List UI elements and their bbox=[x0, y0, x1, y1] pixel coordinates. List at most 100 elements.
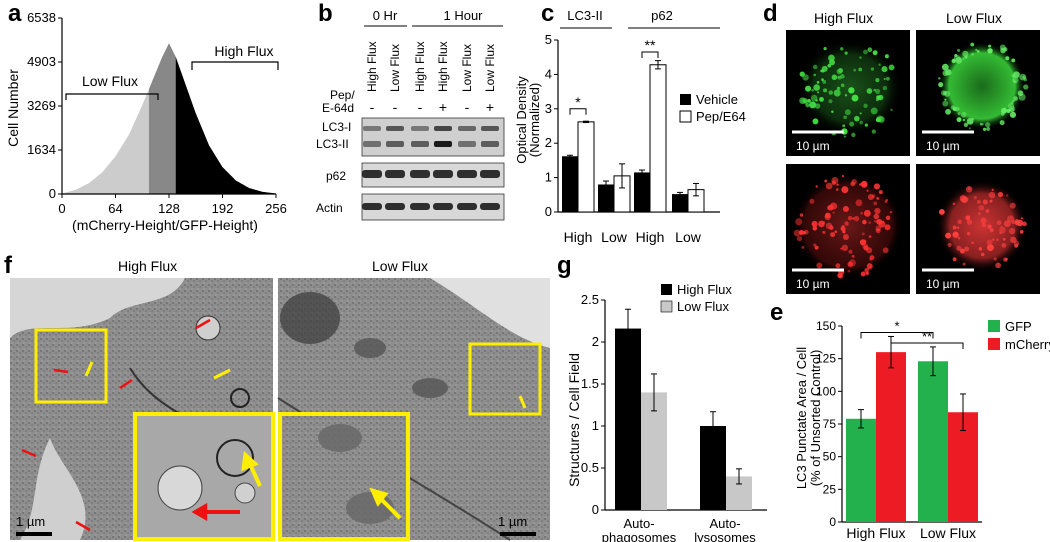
y-tick-label: 0 bbox=[592, 502, 599, 517]
x-tick-label: 256 bbox=[265, 201, 287, 216]
col-label-high-flux: High Flux bbox=[814, 10, 874, 26]
panel-d-micrographs: 10 µm 10 µm 10 µm 10 µm bbox=[786, 30, 1040, 294]
legend-swatch-vehicle bbox=[680, 94, 691, 105]
band-lc3-i bbox=[411, 126, 429, 131]
band-actin bbox=[433, 203, 453, 210]
y-tick-label: 50 bbox=[823, 450, 837, 464]
y-tick-label: 1 bbox=[545, 170, 552, 185]
band-p62 bbox=[385, 170, 405, 178]
lane-label: High Flux bbox=[413, 41, 427, 92]
sig-label: ** bbox=[922, 329, 932, 344]
sig-label: * bbox=[894, 319, 899, 334]
band-lc3-ii bbox=[458, 141, 476, 147]
band-lc3-ii bbox=[363, 141, 381, 147]
band-p62 bbox=[410, 170, 430, 178]
band-lc3-i bbox=[386, 126, 404, 131]
category-label-1b: phagosomes bbox=[602, 530, 677, 542]
lc3-blot bbox=[361, 117, 505, 157]
chart-g-marks: 0 0.5 1 1.5 2 2.5 bbox=[581, 292, 767, 517]
bar bbox=[672, 194, 688, 212]
yellow-arrows bbox=[84, 361, 527, 520]
histogram-segment bbox=[148, 43, 176, 194]
sig-bracket bbox=[890, 342, 964, 349]
bar bbox=[876, 352, 906, 522]
treatment-mark: - bbox=[393, 99, 398, 115]
legend-label-mcherry: mCherry bbox=[1005, 337, 1050, 352]
low-flux-bracket bbox=[65, 93, 159, 100]
legend-swatch-pep bbox=[679, 110, 692, 123]
blot-bands bbox=[362, 126, 500, 210]
band-lc3-ii bbox=[434, 141, 452, 147]
bar bbox=[846, 418, 876, 522]
y-tick-label: 5 bbox=[545, 32, 552, 47]
y-axis-label-1: LC3 Punctate Area / Cell bbox=[794, 347, 809, 489]
bar bbox=[649, 64, 667, 213]
band-actin bbox=[362, 203, 382, 210]
band-lc3-i bbox=[458, 126, 476, 131]
panel-f-header: High Flux Low Flux bbox=[0, 258, 550, 278]
y-axis-label: Structures / Cell Field bbox=[566, 353, 582, 487]
bar bbox=[577, 121, 595, 213]
panel-f-em-images: 1 µm 1 µm bbox=[10, 278, 550, 541]
sig-bracket bbox=[860, 332, 934, 339]
row-label-lc3-i: LC3-I bbox=[322, 120, 351, 134]
category-label: Low Flux bbox=[920, 525, 976, 541]
sig-bracket bbox=[641, 51, 659, 59]
band-p62 bbox=[480, 170, 500, 178]
x-tick-label: 128 bbox=[158, 201, 180, 216]
histogram-area bbox=[62, 43, 276, 194]
y-tick-label: 25 bbox=[823, 482, 837, 496]
zoom-box-small bbox=[34, 328, 108, 404]
panel-letter-b: b bbox=[318, 0, 333, 27]
y-axis-label-2: (Normalized) bbox=[527, 83, 542, 157]
bar bbox=[634, 172, 650, 212]
em-scale-label: 1 µm bbox=[16, 514, 45, 529]
band-lc3-i bbox=[363, 126, 381, 131]
panel-letter-c: c bbox=[541, 0, 555, 27]
panel-b-western-blot: 0 Hr 1 Hour High Flux Low Flux High Flux Hi… bbox=[316, 8, 505, 221]
band-lc3-ii bbox=[481, 141, 499, 147]
band-actin bbox=[457, 203, 477, 210]
band-actin bbox=[480, 203, 500, 210]
category-label: Low bbox=[675, 229, 702, 245]
row-label-lc3-ii: LC3-II bbox=[316, 137, 349, 151]
y-tick-label: 1634 bbox=[27, 142, 56, 157]
lane-label: Low Flux bbox=[460, 44, 474, 92]
category-label: High Flux bbox=[846, 525, 905, 541]
band-p62 bbox=[433, 170, 453, 178]
y-tick-label: 0 bbox=[545, 204, 552, 219]
y-tick-label: 150 bbox=[816, 319, 836, 333]
band-actin bbox=[385, 203, 405, 210]
x-tick-label: 192 bbox=[212, 201, 234, 216]
group-label-lc3-ii: LC3-II bbox=[567, 8, 602, 23]
y-axis-label: Cell Number bbox=[5, 69, 21, 147]
x-axis-label: (mCherry-Height/GFP-Height) bbox=[72, 217, 258, 233]
panel-letter-e: e bbox=[770, 299, 784, 326]
legend-label-low-flux: Low Flux bbox=[677, 299, 730, 314]
panel-g-bar-chart: 0 0.5 1 1.5 2 2.5 Structures / Cell Field Hig… bbox=[566, 282, 767, 542]
panel-letter-f: f bbox=[4, 252, 12, 279]
band-p62 bbox=[457, 170, 477, 178]
band-actin bbox=[410, 203, 430, 210]
y-tick-label: 1 bbox=[592, 418, 599, 433]
category-label-2a: Auto- bbox=[709, 516, 740, 531]
y-axis-label-2: (% of Unsorted Control) bbox=[808, 350, 823, 487]
treatment-label-1: Pep/ bbox=[330, 88, 355, 102]
band-lc3-i bbox=[434, 126, 452, 131]
sig-label: ** bbox=[645, 37, 656, 53]
scale-label: 10 µm bbox=[796, 139, 830, 153]
y-tick-label: 1.5 bbox=[581, 376, 599, 391]
low-flux-label: Low Flux bbox=[82, 73, 138, 89]
lane-label: Low Flux bbox=[483, 44, 497, 92]
legend-label-high-flux: High Flux bbox=[677, 282, 732, 297]
scale-label: 10 µm bbox=[926, 139, 960, 153]
treatment-mark: - bbox=[465, 99, 470, 115]
treatment-mark: + bbox=[439, 99, 447, 115]
y-axis-label-1: Optical Density bbox=[514, 76, 529, 164]
category-label-1a: Auto- bbox=[623, 516, 654, 531]
legend-swatch-gfp bbox=[988, 320, 1000, 332]
y-tick-label: 4903 bbox=[27, 54, 56, 69]
